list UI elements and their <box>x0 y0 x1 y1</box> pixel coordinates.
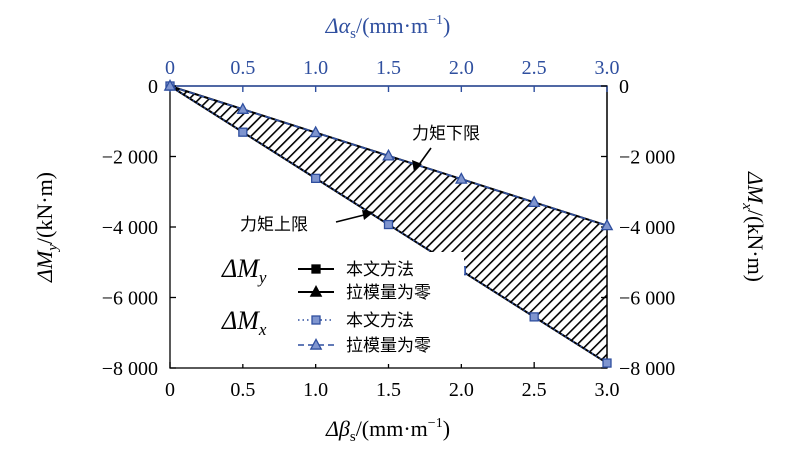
series-point-x-triangle <box>600 218 614 231</box>
x-bottom-tick-label: 0 <box>165 379 175 401</box>
legend-background <box>214 252 464 364</box>
legend-label-y-triangle: 拉模量为零 <box>346 283 431 303</box>
x-top-tick-label: 0 <box>165 57 175 79</box>
y-right-tick-label: 0 <box>619 76 629 98</box>
x-bottom-title: Δβs/(mm·m−1) <box>325 416 450 445</box>
y-right-tick-label: −2 000 <box>619 147 675 169</box>
y-left-title-sub: y <box>45 244 61 253</box>
x-bottom-tick-label: 0.5 <box>230 379 255 401</box>
y-right-tick-label: −8 000 <box>619 358 675 380</box>
x-top-tick-label: 2.5 <box>522 57 547 79</box>
series-point-x-square <box>311 173 321 184</box>
series-point-x-square <box>383 219 394 230</box>
y-left-tick-label: −4 000 <box>102 217 158 239</box>
annotation-upper-label: 力矩下限 <box>412 124 480 144</box>
series-point-x-square <box>529 312 539 322</box>
x-top-tick-label: 2.0 <box>449 57 474 79</box>
y-left-tick-label: −2 000 <box>102 147 158 169</box>
annotation-lower-arrow <box>335 214 365 223</box>
y-left-tick-label: 0 <box>148 76 158 98</box>
x-top-tick-label: 0.5 <box>230 57 255 79</box>
legend-group-x: ΔMx <box>221 306 267 339</box>
series-point-x-square <box>238 127 248 137</box>
legend-marker-y-square <box>311 264 321 274</box>
series-layer <box>163 79 614 368</box>
x-bottom-tick-label: 2.0 <box>449 379 474 401</box>
x-bottom-title-sub: s <box>350 429 356 445</box>
y-right-tick-label: −4 000 <box>619 217 675 239</box>
legend-label-x-triangle: 拉模量为零 <box>346 336 431 356</box>
x-top-tick-label: 3.0 <box>595 57 620 79</box>
series-point-x-triangle <box>382 148 395 161</box>
y-right-title: ΔMx/(kN·m) <box>739 171 768 282</box>
legend-group-y: ΔMy <box>221 254 267 287</box>
legend-marker-x-triangle <box>309 338 323 350</box>
series-point-x-triangle <box>527 195 541 208</box>
y-left-tick-label: −8 000 <box>102 358 158 380</box>
y-left-tick-label: −6 000 <box>102 288 158 310</box>
y-right-title-suffix: /(kN·m) <box>743 210 768 282</box>
series-point-x-triangle <box>309 125 322 138</box>
x-bottom-tick-label: 1.5 <box>376 379 401 401</box>
y-right-tick-label: −6 000 <box>619 288 675 310</box>
legend-marker-y-triangle <box>309 285 323 297</box>
x-bottom-title-sup: −1 <box>428 416 443 431</box>
series-point-x-square <box>602 358 612 368</box>
x-bottom-title-close: ) <box>443 416 450 441</box>
legend-group-x-sub: x <box>258 320 267 339</box>
y-left-title-prefix: ΔM <box>32 249 57 283</box>
x-top-title-prefix: Δα <box>325 13 351 38</box>
x-top-tick-label: 1.0 <box>303 57 328 79</box>
annotation-upper-arrowhead <box>412 160 422 172</box>
legend-label-x-square: 本文方法 <box>346 311 414 331</box>
legend-label-y-square: 本文方法 <box>346 260 414 280</box>
x-top-title-suffix: /(mm·m <box>356 13 428 38</box>
y-right-title-prefix: ΔM <box>743 171 768 205</box>
legend-group-y-sub: y <box>257 268 267 287</box>
x-bottom-title-prefix: Δβ <box>325 416 350 441</box>
legend-group-x-prefix: ΔM <box>221 306 260 335</box>
series-point-x-triangle <box>455 172 468 184</box>
annotation-lower-label: 力矩上限 <box>240 215 308 235</box>
x-top-tick-label: 1.5 <box>376 57 401 79</box>
x-top-title-close: ) <box>443 13 450 38</box>
legend-marker-x-square <box>311 315 321 325</box>
ticks-layer: 0 0.5 1.0 1.5 2.0 2.5 3.00 0.5 1.0 1.5 2.0 2.5 3.00−… <box>102 57 676 401</box>
x-top-title: Δαs/(mm·m−1) <box>325 13 451 42</box>
annotation-lower-arrowhead <box>362 210 374 220</box>
x-bottom-tick-label: 2.5 <box>522 379 547 401</box>
legend-group-y-prefix: ΔM <box>221 254 260 283</box>
x-top-title-sup: −1 <box>428 13 443 28</box>
x-top-title-sub: s <box>350 26 356 42</box>
annotation-upper-arrow <box>417 147 432 167</box>
y-left-title-suffix: /(kN·m) <box>32 172 57 244</box>
x-bottom-title-suffix: /(mm·m <box>356 416 428 441</box>
x-bottom-tick-label: 3.0 <box>595 379 620 401</box>
y-left-title: ΔMy/(kN·m) <box>32 172 61 283</box>
series-point-x-triangle <box>236 102 250 114</box>
series-point-x-triangle <box>163 79 177 91</box>
y-right-title-sub: x <box>739 202 755 210</box>
x-bottom-tick-label: 1.0 <box>303 379 328 401</box>
